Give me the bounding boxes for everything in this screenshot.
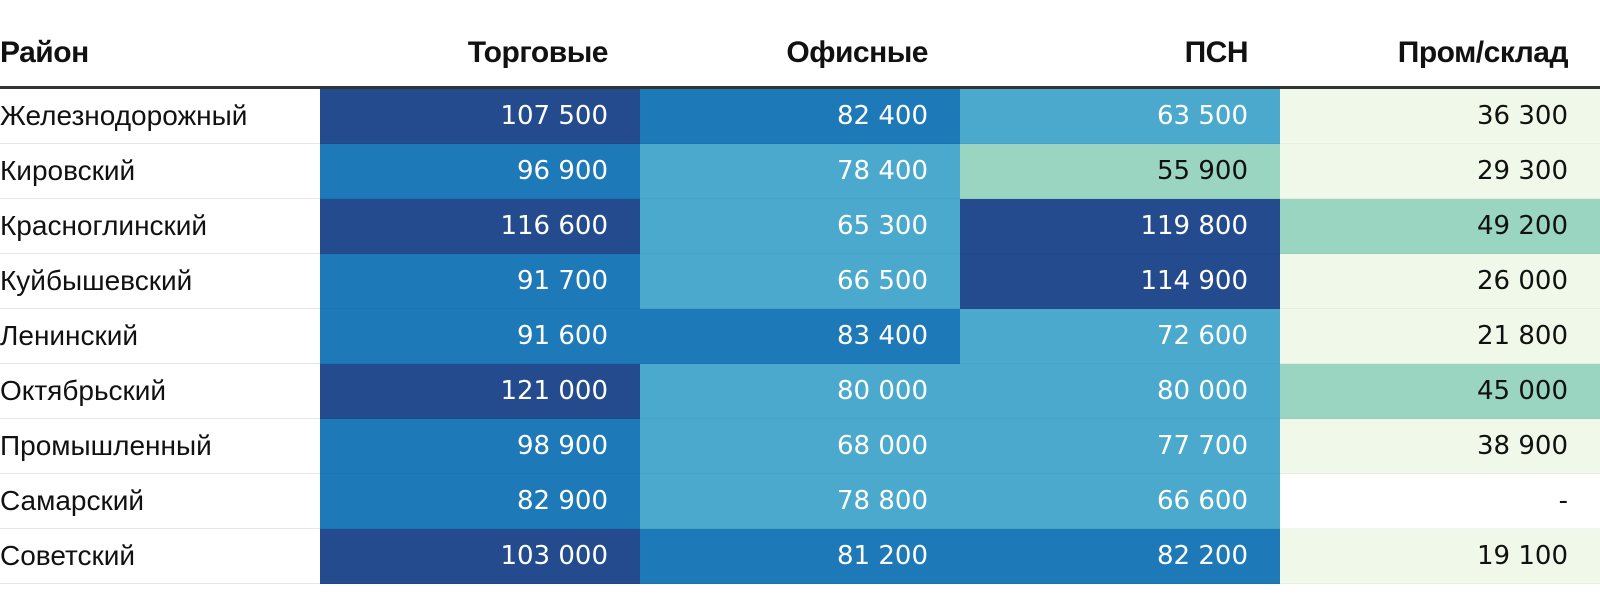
district-name: Железнодорожный xyxy=(0,87,320,144)
heatmap-table: Район Торговые Офисные ПСН Пром/склад Же… xyxy=(0,20,1600,584)
district-name: Кировский xyxy=(0,143,320,199)
column-header-industrial: Пром/склад xyxy=(1280,20,1600,89)
heatmap-table-wrapper: Район Торговые Офисные ПСН Пром/склад Же… xyxy=(0,20,1600,584)
table-row: Красноглинский 116 600 65 300 119 800 49 200 xyxy=(0,198,1600,254)
table-row: Ленинский 91 600 83 400 72 600 21 800 xyxy=(0,308,1600,364)
table-row: Промышленный 98 900 68 000 77 700 38 900 xyxy=(0,418,1600,474)
heatmap-cell: 19 100 xyxy=(1280,528,1600,584)
heatmap-cell: 116 600 xyxy=(320,198,640,254)
column-header-office: Офисные xyxy=(640,20,960,89)
heatmap-cell: 119 800 xyxy=(960,198,1280,254)
heatmap-cell: 26 000 xyxy=(1280,253,1600,309)
heatmap-cell: - xyxy=(1280,473,1600,529)
district-name: Октябрьский xyxy=(0,363,320,419)
district-name: Куйбышевский xyxy=(0,253,320,309)
heatmap-cell: 21 800 xyxy=(1280,308,1600,364)
table-row: Кировский 96 900 78 400 55 900 29 300 xyxy=(0,143,1600,199)
heatmap-cell: 107 500 xyxy=(320,87,640,144)
heatmap-cell: 98 900 xyxy=(320,418,640,474)
district-name: Ленинский xyxy=(0,308,320,364)
heatmap-cell: 91 700 xyxy=(320,253,640,309)
heatmap-cell: 83 400 xyxy=(640,308,960,364)
heatmap-cell: 49 200 xyxy=(1280,198,1600,254)
heatmap-cell: 45 000 xyxy=(1280,363,1600,419)
heatmap-cell: 78 400 xyxy=(640,143,960,199)
district-name: Промышленный xyxy=(0,418,320,474)
table-row: Железнодорожный 107 500 82 400 63 500 36 300 xyxy=(0,87,1600,144)
heatmap-cell: 114 900 xyxy=(960,253,1280,309)
heatmap-cell: 77 700 xyxy=(960,418,1280,474)
district-name: Красноглинский xyxy=(0,198,320,254)
heatmap-cell: 80 000 xyxy=(960,363,1280,419)
heatmap-cell: 78 800 xyxy=(640,473,960,529)
heatmap-cell: 68 000 xyxy=(640,418,960,474)
heatmap-cell: 36 300 xyxy=(1280,87,1600,144)
district-name: Советский xyxy=(0,528,320,584)
table-row: Октябрьский 121 000 80 000 80 000 45 000 xyxy=(0,363,1600,419)
column-header-psn: ПСН xyxy=(960,20,1280,89)
heatmap-cell: 66 600 xyxy=(960,473,1280,529)
heatmap-cell: 65 300 xyxy=(640,198,960,254)
heatmap-cell: 91 600 xyxy=(320,308,640,364)
heatmap-cell: 63 500 xyxy=(960,87,1280,144)
column-header-retail: Торговые xyxy=(320,20,640,89)
table-row: Советский 103 000 81 200 82 200 19 100 xyxy=(0,528,1600,584)
district-name: Самарский xyxy=(0,473,320,529)
heatmap-cell: 72 600 xyxy=(960,308,1280,364)
heatmap-cell: 80 000 xyxy=(640,363,960,419)
heatmap-cell: 81 200 xyxy=(640,528,960,584)
heatmap-cell: 121 000 xyxy=(320,363,640,419)
heatmap-cell: 96 900 xyxy=(320,143,640,199)
heatmap-cell: 82 900 xyxy=(320,473,640,529)
heatmap-cell: 29 300 xyxy=(1280,143,1600,199)
table-row: Куйбышевский 91 700 66 500 114 900 26 000 xyxy=(0,253,1600,309)
table-body: Железнодорожный 107 500 82 400 63 500 36 300… xyxy=(0,87,1600,584)
table-row: Самарский 82 900 78 800 66 600- xyxy=(0,473,1600,529)
heatmap-cell: 82 400 xyxy=(640,87,960,144)
heatmap-cell: 66 500 xyxy=(640,253,960,309)
heatmap-cell: 38 900 xyxy=(1280,418,1600,474)
heatmap-cell: 55 900 xyxy=(960,143,1280,199)
header-row: Район Торговые Офисные ПСН Пром/склад xyxy=(0,20,1600,89)
heatmap-cell: 103 000 xyxy=(320,528,640,584)
heatmap-cell: 82 200 xyxy=(960,528,1280,584)
column-header-district: Район xyxy=(0,20,320,89)
